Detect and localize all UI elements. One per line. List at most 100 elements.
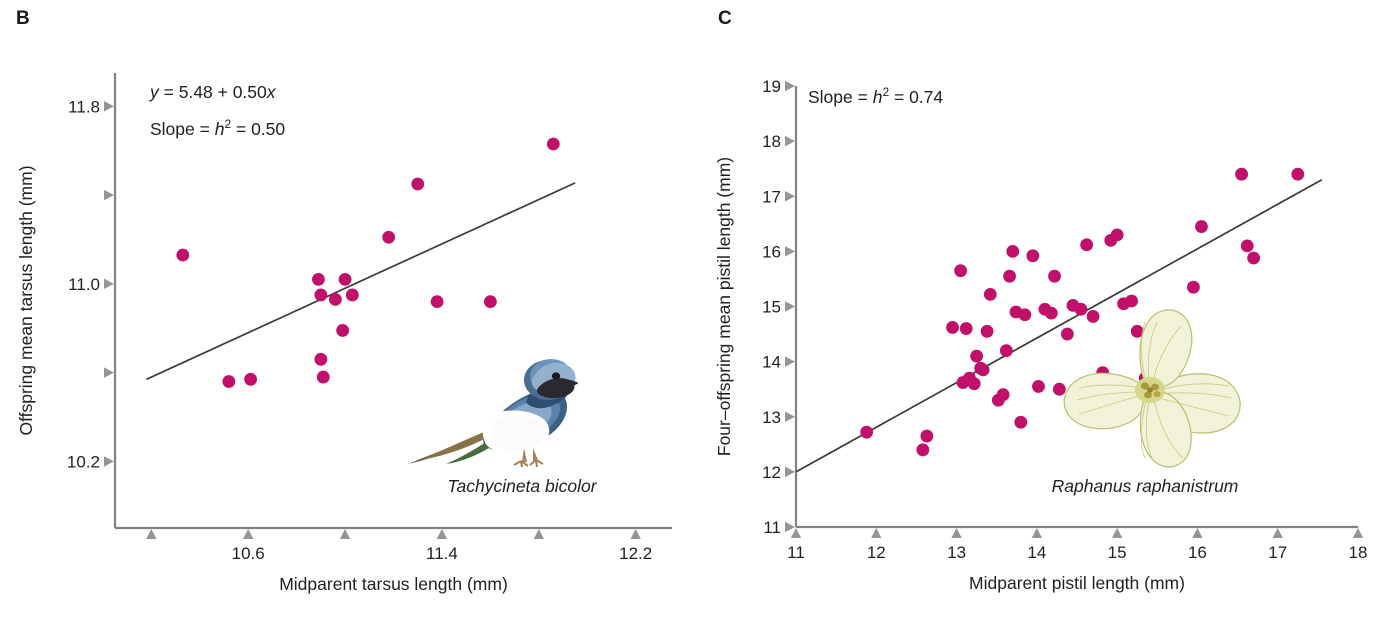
- plot-annotation: Slope = h2 = 0.50: [150, 117, 285, 139]
- species-name-label: Tachycineta bicolor: [447, 476, 597, 496]
- tree-swallow-bird-icon: [408, 359, 578, 468]
- data-point: [967, 377, 981, 391]
- panel-b: B 10.2 11.0 11.8 10.6 11.4 12.2 Midparent tars…: [16, 8, 672, 594]
- data-point: [1240, 239, 1254, 253]
- plot-annotation: Slope = h2 = 0.74: [808, 85, 943, 107]
- data-point: [336, 324, 350, 337]
- data-point: [1048, 269, 1061, 283]
- data-point: [920, 429, 934, 443]
- x-axis-tick-label: 18: [1349, 543, 1368, 562]
- x-axis-tick-label: 17: [1268, 543, 1287, 562]
- y-axis-tick-label: 10.2: [67, 452, 100, 471]
- y-axis-tick: [785, 301, 795, 312]
- y-axis-tick-label: 11: [763, 518, 781, 537]
- y-axis-tick: [785, 521, 795, 533]
- data-point: [976, 363, 990, 377]
- y-axis-tick: [104, 456, 114, 467]
- wild-radish-flower-icon: [1063, 309, 1241, 468]
- data-point: [1014, 415, 1028, 429]
- data-point: [1187, 280, 1200, 294]
- x-axis-tick-label: 15: [1108, 543, 1127, 562]
- y-axis-title: Four–offspring mean pistil length (mm): [714, 157, 734, 456]
- data-point: [1018, 308, 1032, 322]
- data-point: [1130, 324, 1144, 338]
- data-point: [980, 324, 994, 338]
- y-axis-tick-label: 13: [762, 408, 781, 427]
- y-axis-tick: [785, 135, 795, 147]
- data-point: [916, 443, 930, 457]
- data-point: [314, 288, 328, 302]
- data-point: [1110, 228, 1124, 242]
- y-axis-tick-label: 14: [762, 353, 781, 372]
- panel-b-plot: 10.2 11.0 11.8 10.6 11.4 12.2 Midparent tarsus…: [16, 73, 672, 594]
- y-axis-tick: [785, 80, 795, 92]
- data-point: [222, 375, 236, 388]
- y-axis-tick: [104, 189, 114, 201]
- data-point: [244, 372, 258, 386]
- data-point: [1247, 251, 1261, 265]
- x-axis-tick: [790, 528, 802, 538]
- x-axis-tick-label: 11: [787, 543, 805, 562]
- species-name-label: Raphanus raphanistrum: [1052, 476, 1239, 496]
- data-point: [1086, 310, 1100, 323]
- x-axis-tick: [871, 528, 882, 538]
- x-axis-tick: [242, 529, 254, 539]
- data-point: [328, 292, 342, 306]
- data-point: [1003, 269, 1016, 283]
- data-point: [946, 321, 959, 334]
- data-point: [983, 287, 997, 301]
- data-point: [345, 288, 359, 302]
- y-axis-tick-label: 12: [762, 463, 781, 482]
- data-point: [996, 388, 1010, 402]
- data-point: [1080, 238, 1094, 252]
- y-axis-tick: [785, 356, 795, 367]
- y-axis-tick-label: 15: [762, 298, 781, 317]
- y-axis-tick-label: 16: [762, 242, 781, 261]
- data-point: [970, 349, 984, 363]
- scatter-points: [860, 167, 1305, 457]
- y-axis-tick: [785, 411, 795, 422]
- data-point: [954, 264, 967, 278]
- data-point: [1052, 382, 1066, 396]
- x-axis-tick: [1031, 528, 1043, 538]
- regression-line: [795, 178, 1323, 473]
- y-axis-tick: [104, 278, 114, 290]
- panel-b-letter: B: [16, 8, 30, 29]
- panel-c-plot: 11 12 13 14 15 16 17 18 19 11 12 13 14 15 16 17 18 Midpar…: [714, 77, 1368, 593]
- y-axis-tick-label: 11.8: [68, 97, 100, 116]
- x-axis-tick: [1192, 528, 1203, 538]
- data-point: [312, 273, 325, 286]
- data-point: [1060, 327, 1074, 341]
- data-point: [1032, 380, 1045, 393]
- x-axis-tick: [339, 529, 351, 539]
- x-axis-tick-label: 12: [867, 543, 886, 562]
- regression-line: [146, 182, 576, 381]
- y-axis-tick: [104, 367, 114, 378]
- data-point: [860, 425, 874, 439]
- y-axis-tick-label: 18: [762, 132, 781, 151]
- x-axis-tick-label: 12.2: [619, 544, 652, 563]
- plot-annotation: y = 5.48 + 0.50x: [149, 82, 277, 102]
- y-axis-tick: [785, 466, 795, 478]
- data-point: [1195, 220, 1208, 233]
- panel-c: C 11 12 13 14 15 16 17 18 19 11 12 13 14 15 16 17 18 Midp…: [700, 0, 1387, 628]
- x-axis-tick-label: 11.4: [426, 544, 458, 563]
- data-point: [483, 295, 497, 309]
- y-axis-tick-label: 19: [762, 77, 781, 96]
- x-axis-tick-label: 16: [1188, 543, 1207, 562]
- data-point: [959, 322, 973, 335]
- panel-c-letter: C: [718, 8, 732, 29]
- x-axis-tick: [951, 528, 962, 538]
- data-point: [314, 352, 328, 366]
- data-point: [1006, 244, 1020, 258]
- data-point: [382, 230, 396, 244]
- data-point: [1026, 249, 1040, 263]
- data-point: [1291, 167, 1305, 181]
- x-axis-tick-label: 13: [947, 543, 966, 562]
- x-axis-tick: [533, 529, 545, 539]
- data-point: [1074, 302, 1088, 316]
- data-point: [316, 370, 330, 384]
- x-axis-tick: [1111, 528, 1123, 538]
- data-point: [1044, 306, 1058, 320]
